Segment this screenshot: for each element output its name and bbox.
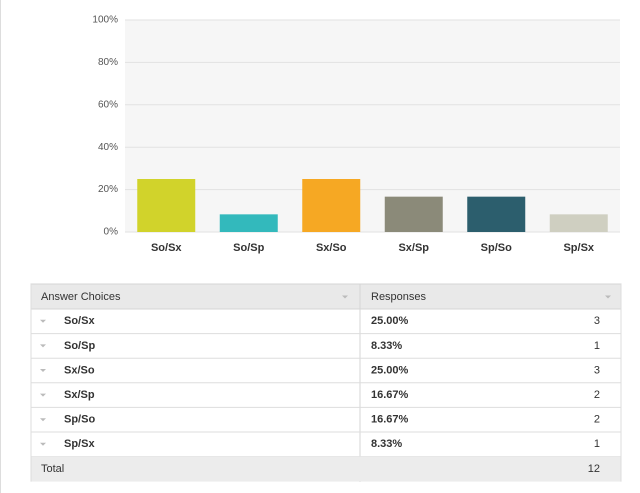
dropdown-icon	[40, 393, 46, 397]
choice: So/Sp	[64, 340, 95, 352]
percent: 25.00%	[371, 315, 409, 327]
percent: 16.67%	[371, 414, 409, 426]
bar	[549, 214, 608, 232]
dropdown-icon	[40, 319, 46, 323]
bar	[467, 196, 526, 232]
count: 1	[594, 340, 600, 352]
y-tick-label: 20%	[98, 184, 118, 195]
percent: 8.33%	[371, 438, 402, 450]
dropdown-icon	[40, 442, 46, 446]
bar	[219, 214, 278, 232]
x-tick-label: Sx/Sp	[398, 242, 429, 254]
y-tick-label: 100%	[92, 15, 118, 26]
border	[0, 0, 1, 493]
count: 2	[594, 414, 600, 426]
total-count: 12	[588, 463, 600, 475]
x-tick-label: So/Sp	[233, 242, 264, 254]
choice: So/Sx	[64, 315, 95, 327]
table-header	[30, 283, 622, 310]
percent: 16.67%	[371, 389, 409, 401]
y-tick-label: 80%	[98, 57, 118, 68]
dropdown-icon	[342, 295, 348, 299]
percent: 8.33%	[371, 340, 402, 352]
count: 2	[594, 389, 600, 401]
header-cell: Responses	[371, 291, 427, 303]
count: 1	[594, 438, 600, 450]
bar	[384, 196, 443, 232]
count: 3	[594, 364, 600, 376]
total-label: Total	[41, 463, 64, 475]
choice: Sx/So	[64, 364, 95, 376]
plot-area	[125, 20, 620, 232]
dropdown-icon	[40, 418, 46, 422]
total-row	[31, 456, 621, 482]
dropdown-icon	[40, 344, 46, 348]
y-tick-label: 60%	[98, 99, 118, 110]
percent: 25.00%	[371, 364, 409, 376]
choice: Sp/Sx	[64, 438, 95, 450]
x-tick-label: Sp/Sx	[563, 242, 594, 254]
choice: Sx/Sp	[64, 389, 95, 401]
header-cell: Answer Choices	[41, 291, 121, 303]
x-tick-label: So/Sx	[151, 242, 182, 254]
x-tick-label: Sx/So	[316, 242, 347, 254]
bar	[302, 179, 361, 232]
dropdown-icon	[605, 295, 611, 299]
y-tick-label: 0%	[104, 227, 119, 238]
y-tick-label: 40%	[98, 142, 118, 153]
count: 3	[594, 315, 600, 327]
choice: Sp/So	[64, 414, 95, 426]
dropdown-icon	[40, 369, 46, 372]
x-tick-label: Sp/So	[481, 242, 512, 254]
bar	[137, 179, 196, 232]
